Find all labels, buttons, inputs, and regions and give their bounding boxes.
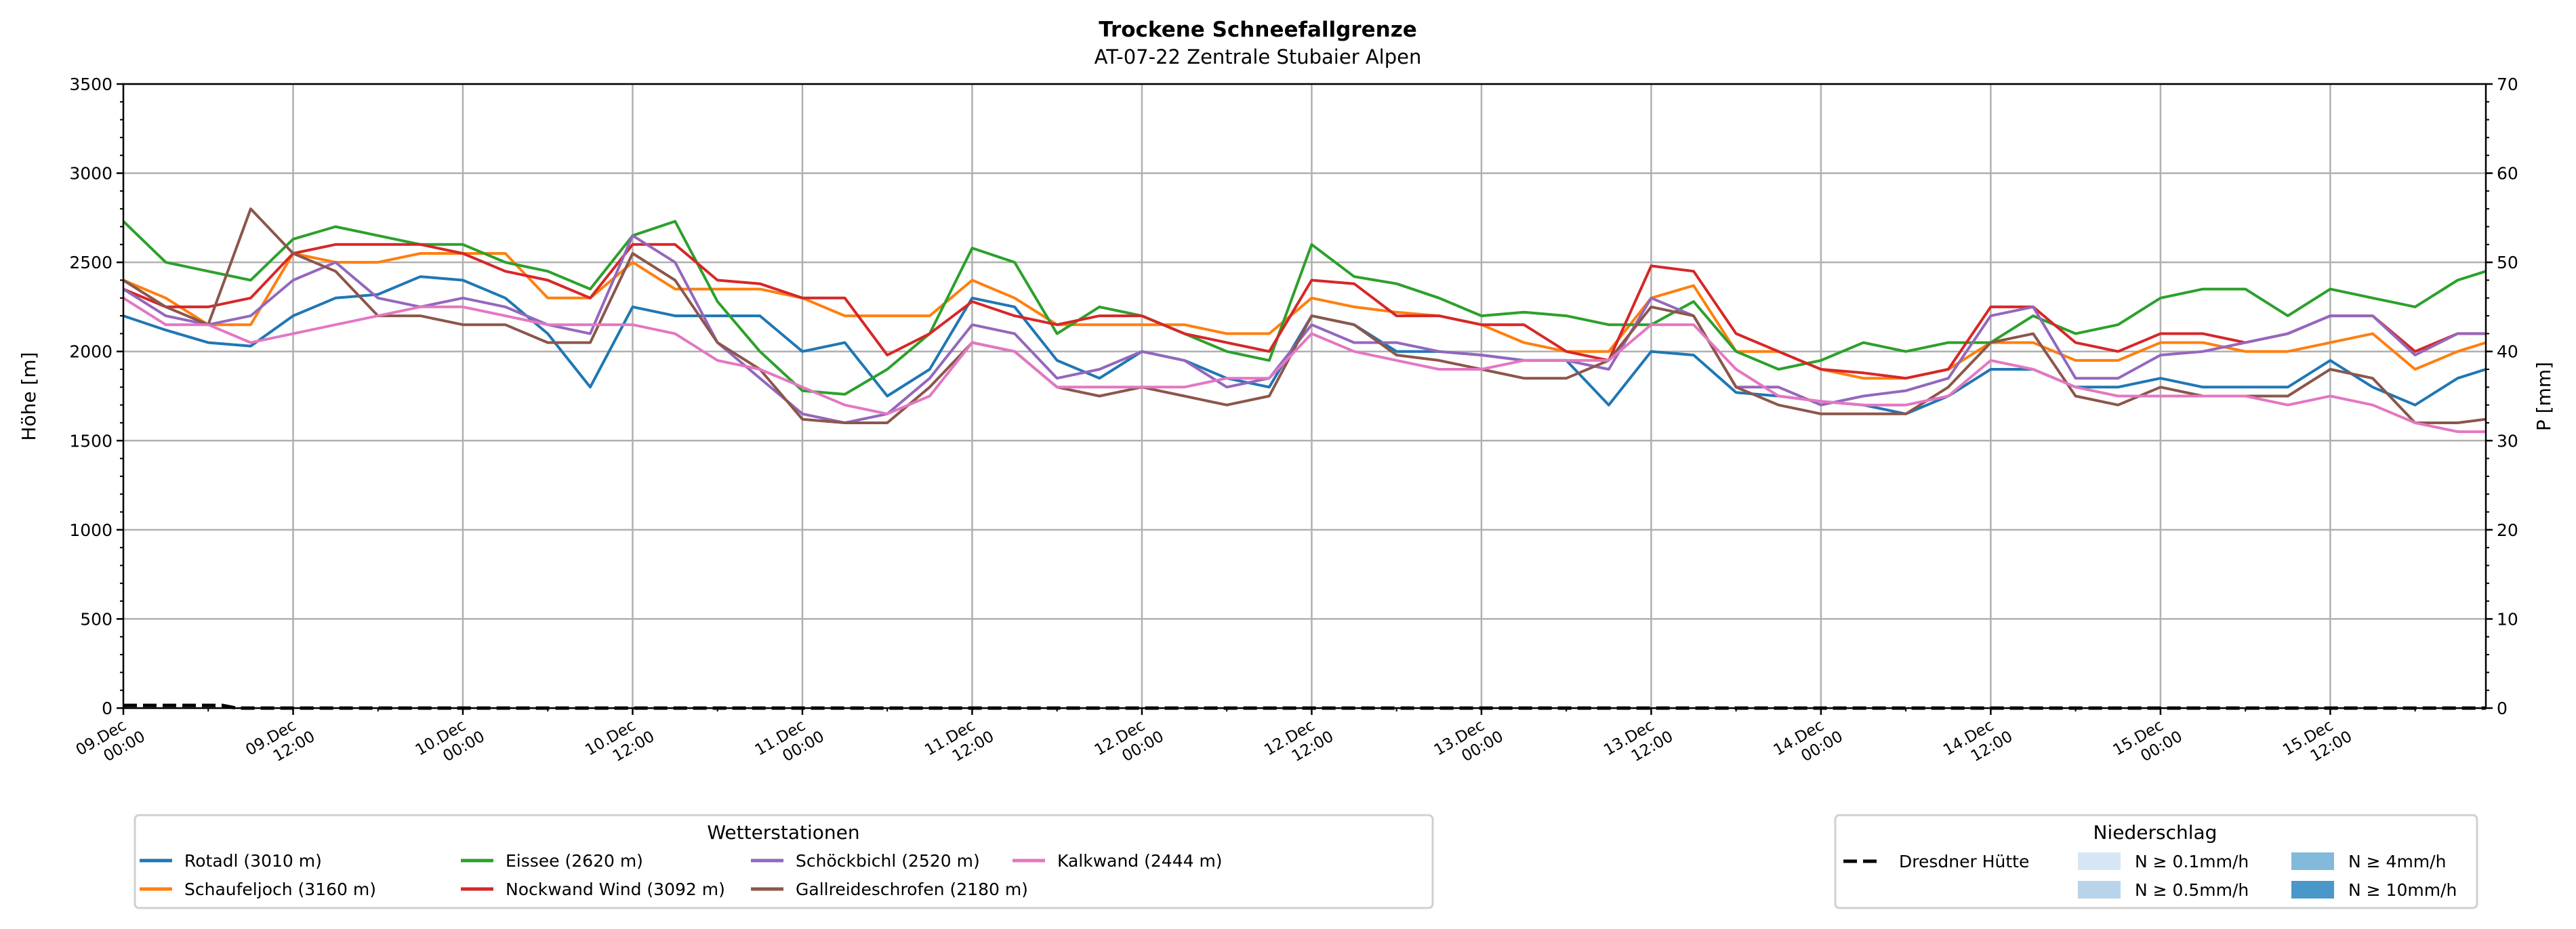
y-tick-label: 3500 [69,75,113,94]
series-line-3 [122,220,2487,396]
y-right-tick-label: 60 [2497,164,2518,184]
legend-label: Eissee (2620 m) [506,851,643,871]
chart-subtitle: AT-07-22 Zentrale Stubaier Alpen [1095,45,1422,68]
y-axis-label: Höhe [m] [18,352,40,440]
legend-precip-title: Niederschlag [2093,821,2217,844]
legend-label: Schaufeljoch (3160 m) [184,880,376,899]
legend-stations: Wetterstationen Rotadl (3010 m) Schaufeljo… [134,814,1434,909]
y-tick-label: 0 [102,699,113,718]
y-right-tick-label: 10 [2497,609,2518,629]
legend-stations-title: Wetterstationen [707,821,859,844]
series-line-2 [123,252,2487,380]
plot-frame [122,83,2487,709]
series-line-6 [122,207,2487,424]
y-right-tick-label: 0 [2497,699,2508,718]
legend-label: Gallreideschrofen (2180 m) [796,880,1028,899]
series-line-4 [123,243,2486,380]
legend-stations-box [134,814,1434,909]
y-tick-label: 2500 [69,253,113,272]
legend-label: N ≥ 10mm/h [2348,880,2457,900]
y-right-tick-label: 30 [2497,431,2518,451]
legend-label: N ≥ 0.5mm/h [2135,880,2249,900]
legend-label: Rotadl (3010 m) [184,851,322,871]
y-right-tick-label: 50 [2497,253,2518,272]
y-right-tick-label: 20 [2497,520,2518,540]
series-line-5 [122,234,2486,424]
chart-title: Trockene Schneefallgrenze [1099,18,1417,42]
legend-label: Nockwand Wind (3092 m) [506,880,725,899]
legend-precip-swatch [2291,852,2334,870]
y-tick-label: 2000 [69,342,113,362]
legend-precipitation: Niederschlag Dresdner Hütte N ≥ 0.1mm/h N ≥… [1834,814,2478,909]
y-tick-label: 1000 [69,520,113,540]
series-lines [122,207,2487,710]
y-tick-label: 3000 [69,164,113,184]
y-axis-label-right: P [mm] [2533,362,2555,431]
legend-label: Schöckbichl (2520 m) [796,851,980,871]
legend-precip-swatch [2291,881,2334,899]
legend-precip-swatch [2078,852,2121,870]
y-right-tick-label: 70 [2497,75,2518,94]
legend-precip-swatch [2078,881,2121,899]
y-tick-label: 500 [80,609,113,629]
y-tick-label: 1500 [69,431,113,451]
legend-label: Dresdner Hütte [1899,852,2029,871]
legend-label: Kalkwand (2444 m) [1057,851,1223,871]
legend-label: N ≥ 0.1mm/h [2135,852,2249,871]
series-line-7 [122,297,2486,434]
y-right-tick-label: 40 [2497,342,2518,362]
precip-line-dresdner-huette [123,703,2486,710]
legend-label: N ≥ 4mm/h [2348,852,2446,871]
axis-ticks: 0 500 1000 1500 2000 2500 3000 3500 0 10 20 30 40 50 6… [69,75,2518,766]
